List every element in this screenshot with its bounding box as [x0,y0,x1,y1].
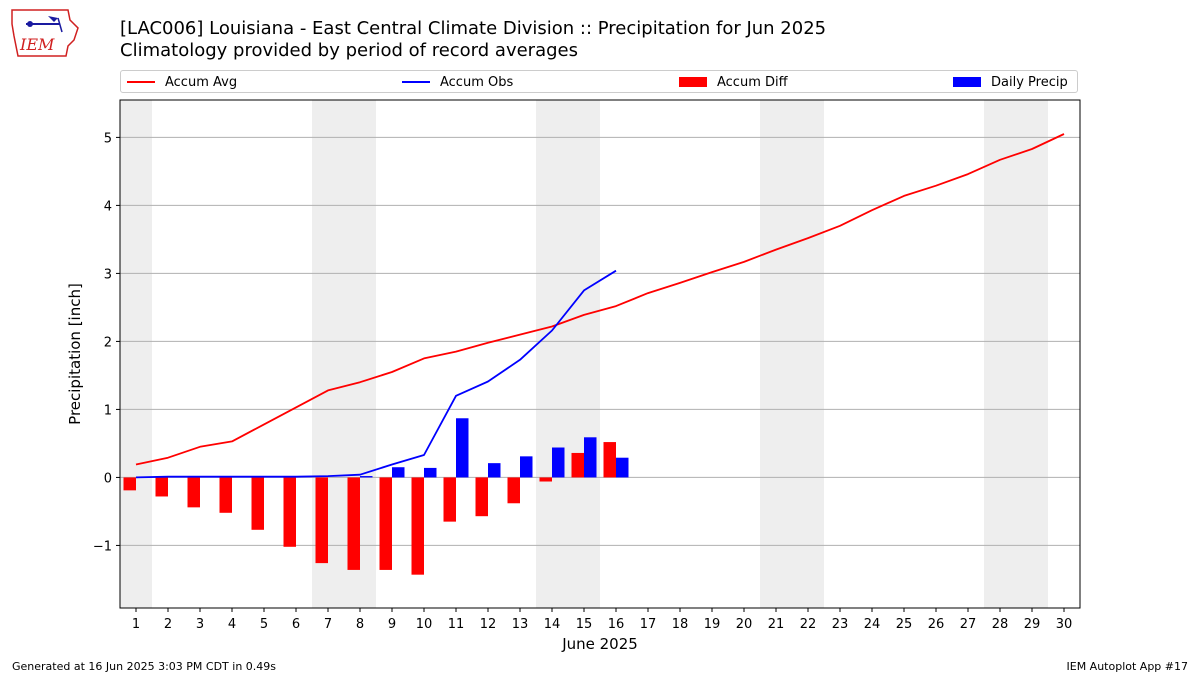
legend-label-daily-precip: Daily Precip [991,74,1068,90]
y-tick-label-0: −1 [93,539,112,554]
legend: Accum Avg Accum Obs Accum Diff Daily Pre… [120,70,1078,93]
weekend-shading [120,100,1048,608]
legend-item-accum-obs: Accum Obs [402,73,513,91]
y-tick-label-3: 2 [104,335,112,350]
x-tick-label-11: 11 [448,617,465,632]
iem-logo-text: IEM [19,35,55,54]
diff-bar-1 [123,477,136,491]
shade-band-0 [120,100,152,608]
x-tick-label-22: 22 [800,617,817,632]
bars [123,418,629,575]
diff-bar-7 [315,477,328,564]
daily-bar-11 [456,418,469,478]
legend-item-daily-precip: Daily Precip [953,73,1068,91]
x-tick-label-4: 4 [228,617,236,632]
diff-bar-12 [475,477,488,517]
x-tick-label-1: 1 [132,617,140,632]
y-tick-label-5: 4 [104,199,112,214]
iem-logo: IEM [11,9,79,57]
legend-item-accum-diff: Accum Diff [679,73,788,91]
legend-label-accum-diff: Accum Diff [717,74,788,90]
x-tick-label-23: 23 [832,617,849,632]
axes: 1 2 3 4 5 6 7 8 9 10 11 12 13 14 15 16 17 18 19 20 21 22 23 24 2… [93,99,1081,632]
x-tick-label-14: 14 [544,617,561,632]
x-tick-label-15: 15 [576,617,593,632]
daily-bar-13 [520,456,533,478]
daily-bar-8 [360,476,373,478]
shade-band-2 [536,100,600,608]
legend-swatch-accum-avg [127,81,155,83]
x-tick-label-28: 28 [992,617,1009,632]
legend-label-accum-avg: Accum Avg [165,74,238,90]
x-tick-label-9: 9 [388,617,396,632]
plot-frame [119,99,1081,609]
diff-bar-11 [443,477,456,522]
diff-bar-16 [603,442,616,478]
x-tick-label-20: 20 [736,617,753,632]
diff-bar-10 [411,477,424,575]
diff-bar-13 [507,477,520,504]
accum-obs-line [135,269,617,479]
y-axis-label: Precipitation [inch] [66,283,84,425]
y-tick-label-2: 1 [104,403,112,418]
legend-swatch-accum-diff [679,77,707,87]
diff-bar-5 [251,477,264,530]
accum-avg-line [135,133,1065,466]
x-tick-label-8: 8 [356,617,364,632]
legend-swatch-daily-precip [953,77,981,87]
daily-bar-12 [488,463,501,478]
x-tick-label-7: 7 [324,617,332,632]
series-lines [135,133,1065,479]
legend-item-accum-avg: Accum Avg [127,73,237,91]
x-tick-label-6: 6 [292,617,300,632]
x-tick-label-3: 3 [196,617,204,632]
diff-bar-14 [539,477,552,482]
y-tick-label-4: 3 [104,267,112,282]
x-tick-label-5: 5 [260,617,268,632]
x-tick-label-17: 17 [640,617,657,632]
legend-label-accum-obs: Accum Obs [440,74,514,90]
daily-bar-15 [584,437,597,478]
shade-band-3 [760,100,824,608]
x-tick-label-30: 30 [1056,617,1073,632]
x-axis-label: June 2025 [561,635,638,653]
x-tick-label-2: 2 [164,617,172,632]
diff-bar-4 [219,477,232,513]
diff-bar-8 [347,477,360,570]
daily-bar-14 [552,447,565,478]
diff-bar-6 [283,477,296,547]
y-tick-label-1: 0 [104,471,112,486]
diff-bar-2 [155,477,168,497]
x-tick-label-24: 24 [864,617,881,632]
x-tick-label-10: 10 [416,617,433,632]
x-tick-label-18: 18 [672,617,689,632]
generated-timestamp: Generated at 16 Jun 2025 3:03 PM CDT in … [12,660,277,673]
shade-band-4 [984,100,1048,608]
app-credit: IEM Autoplot App #17 [1066,660,1189,673]
x-tick-label-12: 12 [480,617,497,632]
daily-bar-10 [424,467,437,478]
diff-bar-15 [571,452,584,478]
x-tick-label-21: 21 [768,617,785,632]
x-tick-label-16: 16 [608,617,625,632]
chart-subtitle: Climatology provided by period of record… [120,40,578,61]
chart-title: [LAC006] Louisiana - East Central Climat… [120,18,827,39]
daily-bar-16 [616,457,629,478]
y-tick-label-6: 5 [104,131,112,146]
x-tick-label-19: 19 [704,617,721,632]
diff-bar-9 [379,477,392,570]
legend-swatch-accum-obs [402,81,430,83]
x-tick-label-25: 25 [896,617,913,632]
x-tick-label-29: 29 [1024,617,1041,632]
diff-bar-3 [187,477,200,508]
x-tick-label-27: 27 [960,617,977,632]
x-tick-label-26: 26 [928,617,945,632]
x-tick-label-13: 13 [512,617,529,632]
daily-bar-9 [392,467,405,478]
